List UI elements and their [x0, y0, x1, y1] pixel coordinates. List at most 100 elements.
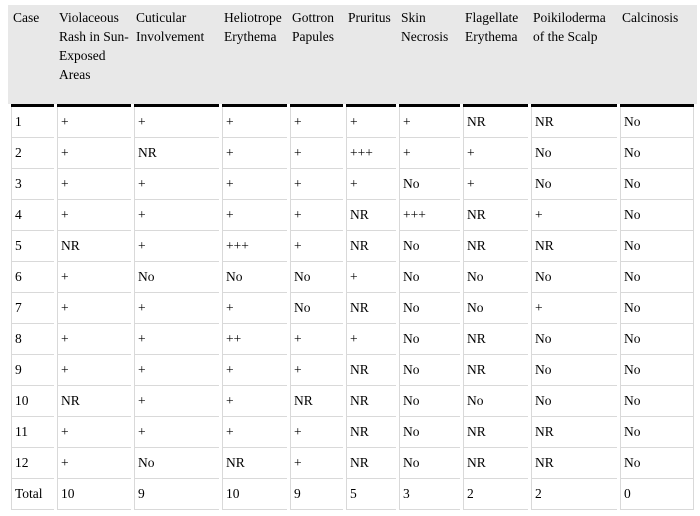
table-row: 5 NR + +++ + NR No NR NR No [11, 231, 694, 262]
table-cell: No [399, 417, 460, 448]
table-row: 7 + + + No NR No No + No [11, 293, 694, 324]
table-cell: NR [463, 107, 528, 138]
table-cell: NR [346, 293, 396, 324]
table-cell: + [134, 169, 219, 200]
table-cell: No [620, 355, 694, 386]
table-cell: No [399, 448, 460, 479]
table-cell: + [134, 417, 219, 448]
table-cell: NR [531, 107, 617, 138]
table-row: 12 + No NR + NR No NR NR No [11, 448, 694, 479]
table-cell: + [346, 262, 396, 293]
table-cell: + [290, 107, 343, 138]
table-cell: No [620, 386, 694, 417]
table-cell: No [134, 262, 219, 293]
table-cell: No [399, 355, 460, 386]
table-cell: No [399, 231, 460, 262]
table-cell: NR [57, 386, 131, 417]
case-symptoms-table: Case Violaceous Rash in Sun-Exposed Areas… [8, 5, 697, 510]
table-cell: NR [463, 200, 528, 231]
table-cell: No [399, 293, 460, 324]
table-cell: NR [346, 448, 396, 479]
case-label-cell: 1 [11, 107, 54, 138]
table-cell: 5 [346, 479, 396, 510]
table-cell: No [620, 293, 694, 324]
case-label-cell: 9 [11, 355, 54, 386]
column-header: Cuticular Involvement [134, 5, 219, 107]
table-cell: NR [290, 386, 343, 417]
table-cell: No [620, 107, 694, 138]
table-cell: + [57, 448, 131, 479]
table-cell: No [620, 138, 694, 169]
table-cell: + [57, 293, 131, 324]
table-row: 4 + + + + NR +++ NR + No [11, 200, 694, 231]
table-cell: + [134, 231, 219, 262]
table-cell: + [222, 107, 287, 138]
table-cell: + [134, 355, 219, 386]
table-row: 11 + + + + NR No NR NR No [11, 417, 694, 448]
table-cell: No [222, 262, 287, 293]
table-cell: 10 [57, 479, 131, 510]
table-cell: + [290, 417, 343, 448]
table-row: 8 + + ++ + + No NR No No [11, 324, 694, 355]
table-cell: No [531, 169, 617, 200]
table-header: Case Violaceous Rash in Sun-Exposed Areas… [11, 5, 694, 107]
table-cell: 9 [290, 479, 343, 510]
table-cell: No [620, 169, 694, 200]
table-body: 1 + + + + + + NR NR No 2 + NR + + +++ + + No No 3 + + + + + No + No N… [11, 107, 694, 510]
table-cell: No [399, 262, 460, 293]
table-cell: 9 [134, 479, 219, 510]
table-cell: + [134, 293, 219, 324]
column-header: Flagellate Erythema [463, 5, 528, 107]
column-header: Gottron Papules [290, 5, 343, 107]
total-row: Total 10 9 10 9 5 3 2 2 0 [11, 479, 694, 510]
table-cell: + [57, 262, 131, 293]
table-cell: No [531, 262, 617, 293]
case-label-cell: 3 [11, 169, 54, 200]
table-cell: No [399, 386, 460, 417]
table-cell: NR [57, 231, 131, 262]
table-cell: + [57, 324, 131, 355]
table-cell: + [57, 107, 131, 138]
case-label-cell: 12 [11, 448, 54, 479]
table-cell: + [290, 200, 343, 231]
table-row: 2 + NR + + +++ + + No No [11, 138, 694, 169]
table-cell: No [463, 386, 528, 417]
table-cell: + [290, 355, 343, 386]
table-cell: No [531, 386, 617, 417]
table-cell: + [290, 169, 343, 200]
table-cell: NR [346, 200, 396, 231]
table-cell: No [290, 262, 343, 293]
table-cell: 2 [463, 479, 528, 510]
column-header: Case [11, 5, 54, 107]
table-cell: NR [346, 231, 396, 262]
table-cell: + [346, 169, 396, 200]
column-header: Skin Necrosis [399, 5, 460, 107]
case-label-cell: 6 [11, 262, 54, 293]
table-cell: + [222, 169, 287, 200]
table-cell: No [620, 200, 694, 231]
table-cell: 0 [620, 479, 694, 510]
table-cell: 10 [222, 479, 287, 510]
table-cell: + [222, 293, 287, 324]
column-header: Poikiloderma of the Scalp [531, 5, 617, 107]
table-cell: No [620, 231, 694, 262]
table-cell: NR [463, 231, 528, 262]
table-cell: No [531, 355, 617, 386]
table-cell: 2 [531, 479, 617, 510]
table-cell: No [620, 448, 694, 479]
table-cell: + [57, 417, 131, 448]
table-cell: No [620, 417, 694, 448]
table-cell: + [57, 355, 131, 386]
table-cell: +++ [346, 138, 396, 169]
table-row: 1 + + + + + + NR NR No [11, 107, 694, 138]
case-label-cell: 4 [11, 200, 54, 231]
table-cell: + [222, 386, 287, 417]
table-cell: + [222, 200, 287, 231]
table-cell: No [463, 293, 528, 324]
table-cell: No [463, 262, 528, 293]
table-cell: + [399, 107, 460, 138]
table-cell: No [399, 169, 460, 200]
table-cell: + [134, 107, 219, 138]
table-cell: No [290, 293, 343, 324]
case-label-cell: 8 [11, 324, 54, 355]
